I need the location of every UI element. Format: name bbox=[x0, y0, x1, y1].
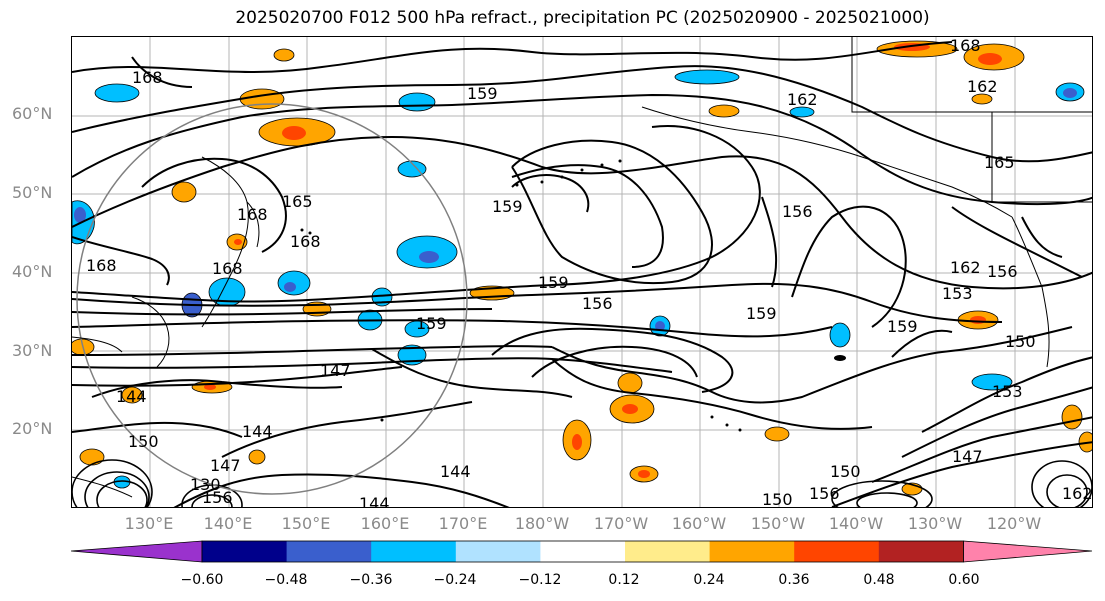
contour-label: 159 bbox=[492, 197, 523, 216]
colorbar-tick-label: −0.36 bbox=[349, 572, 393, 588]
contour-label: 162 bbox=[950, 258, 981, 277]
contour-label: 156 bbox=[782, 202, 813, 221]
colorbar-tick-label: 0.36 bbox=[778, 572, 810, 588]
colorbar-outline bbox=[201, 540, 964, 563]
contour-label: 162 bbox=[1062, 484, 1093, 503]
contour-label: 165 bbox=[984, 153, 1015, 172]
colorbar-segment bbox=[709, 541, 795, 562]
contour-label: 156 bbox=[809, 484, 840, 503]
lat-label-40n: 40°N bbox=[12, 262, 53, 281]
colorbar-segment bbox=[202, 541, 288, 562]
contour-label: 159 bbox=[416, 314, 447, 333]
lon-label-120w: 120°W bbox=[986, 514, 1042, 533]
contour-label: 156 bbox=[582, 294, 613, 313]
lon-label-140w: 140°W bbox=[828, 514, 884, 533]
island-dots bbox=[300, 159, 742, 432]
colorbar-tick-label: 0.48 bbox=[863, 572, 895, 588]
contour-label: 159 bbox=[746, 304, 777, 323]
contour-label: 150 bbox=[128, 432, 159, 451]
contour-label: 144 bbox=[359, 494, 390, 508]
contour-label: 168 bbox=[290, 232, 321, 251]
colorbar-tick-label: 0.12 bbox=[608, 572, 640, 588]
lon-label-170w: 170°W bbox=[593, 514, 649, 533]
height-contours bbox=[72, 41, 1092, 507]
contour-label: 159 bbox=[538, 273, 569, 292]
contour-label: 165 bbox=[282, 192, 313, 211]
colorbar-segment bbox=[794, 541, 880, 562]
colorbar bbox=[71, 540, 1093, 563]
coastlines bbox=[72, 37, 1092, 498]
colorbar-tick-label: −0.48 bbox=[264, 572, 308, 588]
contour-label: 144 bbox=[242, 422, 273, 441]
range-circle bbox=[76, 103, 468, 495]
contour-value-labels: 168 159 162 165 168 162 168 165 168 159 … bbox=[86, 37, 1093, 508]
lon-label-150w: 150°W bbox=[750, 514, 806, 533]
lon-label-160e: 160°E bbox=[360, 514, 410, 533]
contour-label: 144 bbox=[116, 387, 147, 406]
contour-label: 156 bbox=[202, 488, 233, 507]
contour-label: 156 bbox=[987, 262, 1018, 281]
colorbar-segment bbox=[540, 541, 626, 562]
contour-label: 153 bbox=[992, 382, 1023, 401]
map-canvas: 168 159 162 165 168 162 168 165 168 159 … bbox=[72, 37, 1093, 508]
lon-label-150e: 150°E bbox=[281, 514, 331, 533]
contour-label: 150 bbox=[762, 490, 793, 508]
lat-label-50n: 50°N bbox=[12, 183, 53, 202]
colorbar-tick-label: 0.24 bbox=[693, 572, 725, 588]
contour-label: 159 bbox=[887, 317, 918, 336]
contour-label: 168 bbox=[950, 37, 981, 55]
contour-label: 130 bbox=[190, 475, 221, 494]
lon-label-160w: 160°W bbox=[671, 514, 727, 533]
contour-label: 159 bbox=[467, 84, 498, 103]
contour-label: 153 bbox=[942, 284, 973, 303]
contour-label: 150 bbox=[830, 462, 861, 481]
colorbar-tick-label: −0.12 bbox=[518, 572, 562, 588]
colorbar-segment bbox=[878, 541, 964, 562]
colorbar-segment bbox=[371, 541, 457, 562]
lat-label-20n: 20°N bbox=[12, 419, 53, 438]
contour-label: 147 bbox=[320, 361, 351, 380]
contour-label: 168 bbox=[86, 256, 117, 275]
contour-label: 168 bbox=[132, 68, 163, 87]
lon-label-130w: 130°W bbox=[907, 514, 963, 533]
colorbar-segment bbox=[455, 541, 541, 562]
contour-label: 168 bbox=[237, 205, 268, 224]
lon-label-180w: 180°W bbox=[514, 514, 570, 533]
contour-label: 168 bbox=[212, 259, 243, 278]
lon-label-130e: 130°E bbox=[124, 514, 174, 533]
colorbar-segment bbox=[625, 541, 711, 562]
map-title: 2025020700 F012 500 hPa refract., precip… bbox=[235, 8, 930, 28]
contour-label: 162 bbox=[787, 90, 818, 109]
contour-label: 150 bbox=[1005, 332, 1036, 351]
lon-label-140e: 140°E bbox=[203, 514, 253, 533]
low-contours-sw bbox=[72, 459, 1092, 507]
contour-label: 147 bbox=[210, 456, 241, 475]
contour-label: 144 bbox=[440, 462, 471, 481]
colorbar-tick-label: −0.60 bbox=[180, 572, 224, 588]
colorbar-tick-label: 0.60 bbox=[948, 572, 980, 588]
contour-label: 162 bbox=[967, 77, 998, 96]
colorbar-segment bbox=[286, 541, 372, 562]
colorbar-extend-min bbox=[71, 540, 203, 563]
colorbar-extend-max bbox=[963, 540, 1093, 563]
colorbar-tick-label: −0.24 bbox=[433, 572, 477, 588]
lat-label-60n: 60°N bbox=[12, 104, 53, 123]
lon-label-170e: 170°E bbox=[438, 514, 488, 533]
contour-label: 147 bbox=[952, 447, 983, 466]
lat-label-30n: 30°N bbox=[12, 341, 53, 360]
map-panel: 168 159 162 165 168 162 168 165 168 159 … bbox=[71, 36, 1093, 508]
